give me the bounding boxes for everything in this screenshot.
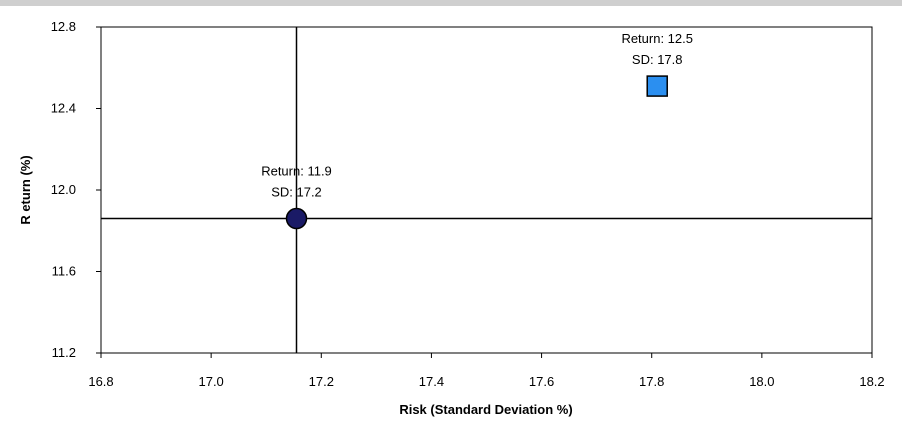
y-tick-label: 12.4 <box>51 101 76 116</box>
data-label-sd: SD: 17.8 <box>632 52 683 67</box>
x-tick-label: 17.8 <box>639 374 664 389</box>
x-tick-label: 17.6 <box>529 374 554 389</box>
data-labels: Return: 11.9 SD: 17.2 Return: 12.5 SD: 17.8 <box>261 31 693 199</box>
x-tick-label: 18.0 <box>749 374 774 389</box>
y-axis-title: R eturn (%) <box>18 155 33 224</box>
data-points <box>285 75 668 230</box>
y-axis-ticks: 11.2 11.6 12.0 12.4 12.8 <box>51 19 101 360</box>
crosshair-lines <box>101 27 872 353</box>
y-tick-label: 12.0 <box>51 182 76 197</box>
x-tick-label: 18.2 <box>859 374 884 389</box>
y-tick-label: 11.2 <box>52 345 76 360</box>
data-label-sd: SD: 17.2 <box>271 185 322 200</box>
x-tick-label: 16.8 <box>88 374 113 389</box>
top-band <box>0 0 902 6</box>
y-tick-label: 11.6 <box>52 264 76 279</box>
plot-area <box>100 26 873 354</box>
data-point-square <box>646 75 668 97</box>
x-axis-title: Risk (Standard Deviation %) <box>399 402 572 417</box>
data-label-return: Return: 12.5 <box>621 31 693 46</box>
data-point-circle <box>285 207 308 230</box>
x-axis-ticks: 16.8 17.0 17.2 17.4 17.6 17.8 18.0 18.2 <box>88 353 885 389</box>
x-tick-label: 17.0 <box>198 374 223 389</box>
x-tick-label: 17.2 <box>309 374 334 389</box>
y-tick-label: 12.8 <box>51 19 76 34</box>
data-label-return: Return: 11.9 <box>261 164 332 179</box>
x-tick-label: 17.4 <box>419 374 444 389</box>
